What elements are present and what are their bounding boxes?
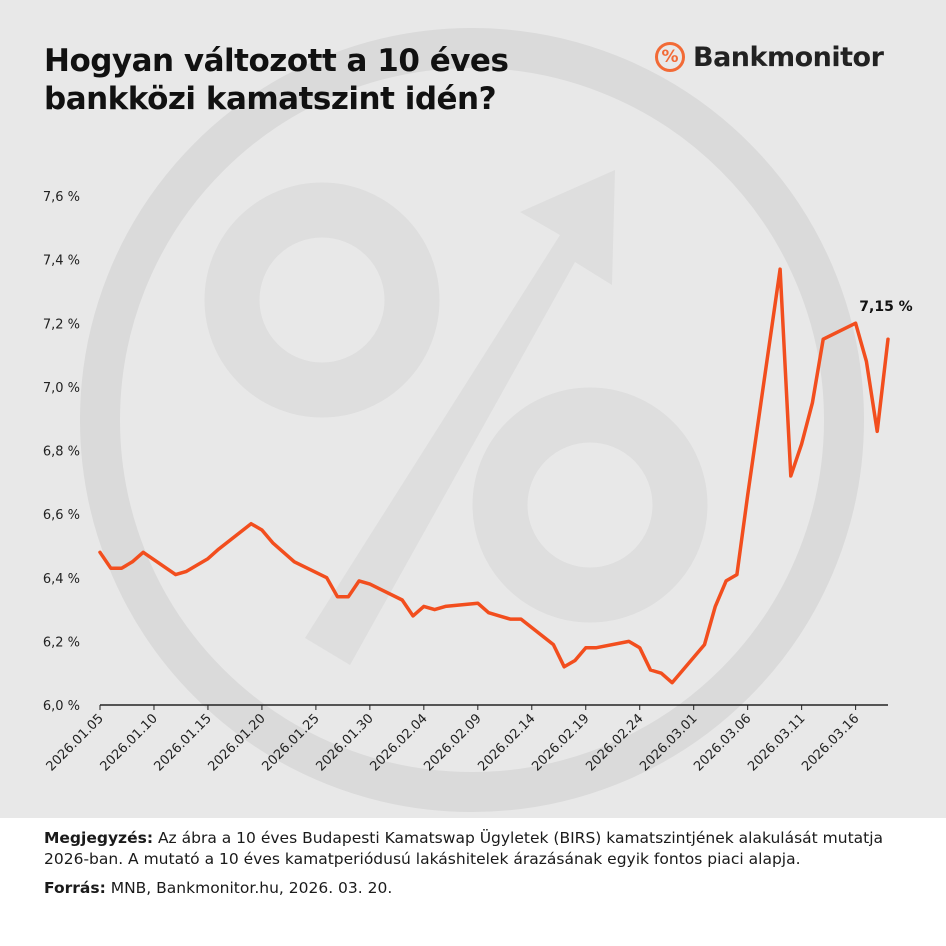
y-axis: 6,0 % 6,2 % 6,4 % 6,6 % 6,8 % 7,0 % 7,2 % 7,4 %… (43, 190, 80, 714)
footer: Megjegyzés: Az ábra a 10 éves Budapesti … (44, 828, 924, 899)
y-tick-label: 6,8 % (43, 445, 80, 460)
x-tick-label: 2026.03.16 (799, 711, 862, 774)
source-label: Forrás: (44, 879, 106, 897)
note: Megjegyzés: Az ábra a 10 éves Budapesti … (44, 828, 924, 870)
title-line-1: Hogyan változott a 10 éves (44, 43, 509, 79)
last-value-label: 7,15 % (859, 299, 912, 315)
bankmonitor-logo: % Bankmonitor (655, 40, 884, 74)
y-tick-label: 6,0 % (43, 699, 80, 714)
y-tick-label: 6,2 % (43, 635, 80, 650)
y-tick-label: 7,0 % (43, 381, 80, 396)
source: Forrás: MNB, Bankmonitor.hu, 2026. 03. 2… (44, 878, 924, 899)
watermark-percent-icon (80, 28, 864, 812)
y-tick-label: 7,4 % (43, 254, 80, 269)
series-line (98, 267, 890, 685)
y-tick-label: 6,4 % (43, 572, 80, 587)
percent-icon: % (655, 42, 685, 72)
line-chart: 6,0 % 6,2 % 6,4 % 6,6 % 6,8 % 7,0 % 7,2 % 7,4 %… (43, 28, 913, 812)
y-tick-label: 7,6 % (43, 190, 80, 205)
x-axis: 2026.01.052026.01.102026.01.152026.01.20… (44, 704, 888, 774)
brand-name: Bankmonitor (693, 41, 884, 73)
source-text: MNB, Bankmonitor.hu, 2026. 03. 20. (105, 879, 393, 897)
chart-title: Hogyan változott a 10 éves bankközi kama… (44, 42, 604, 118)
title-line-2: bankközi kamatszint idén? (44, 81, 497, 117)
note-label: Megjegyzés: (44, 829, 154, 847)
note-text: Az ábra a 10 éves Budapesti Kamatswap Üg… (44, 829, 884, 868)
y-tick-label: 6,6 % (43, 508, 80, 523)
chart-area: 6,0 % 6,2 % 6,4 % 6,6 % 6,8 % 7,0 % 7,2 % 7,4 %… (0, 0, 946, 818)
y-tick-label: 7,2 % (43, 317, 80, 332)
